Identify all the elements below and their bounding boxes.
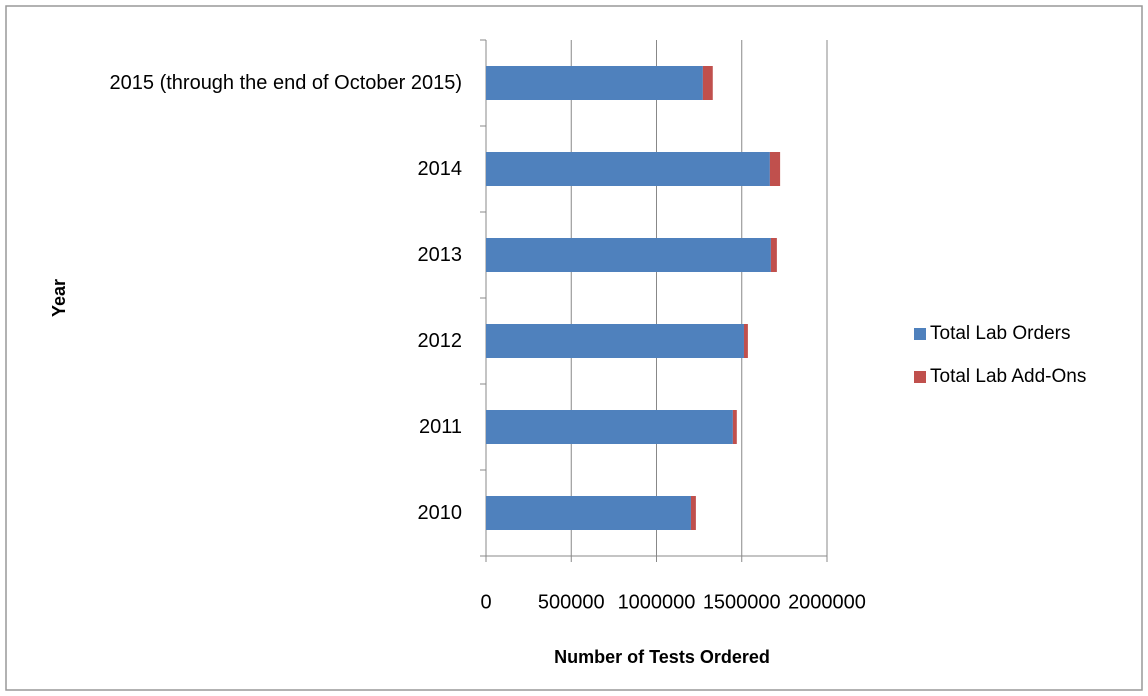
y-tick-label: 2013 (417, 244, 463, 266)
y-tick-label: 2011 (418, 416, 462, 438)
bar (702, 66, 713, 100)
bar (486, 238, 771, 272)
bar (486, 152, 770, 186)
bar (486, 410, 733, 444)
y-tick-label: 2015 (through the end of October 2015) (109, 72, 462, 94)
bar (486, 496, 691, 530)
x-tick-label: 500000 (538, 591, 605, 613)
y-tick-label: 2010 (417, 502, 463, 524)
x-axis-title: Number of Tests Ordered (554, 647, 770, 667)
y-tick-label: 2012 (417, 330, 463, 352)
legend-swatch (914, 371, 926, 383)
y-axis-title: Year (49, 279, 69, 317)
bar (690, 496, 696, 530)
legend-swatch (914, 328, 926, 340)
x-tick-label: 1000000 (618, 591, 696, 613)
legend-label: Total Lab Orders (930, 323, 1070, 344)
legend-label: Total Lab Add-Ons (930, 366, 1086, 387)
x-tick-label: 1500000 (703, 591, 781, 613)
bar (770, 238, 777, 272)
bar (486, 324, 744, 358)
bar (486, 66, 703, 100)
x-tick-label: 2000000 (788, 591, 866, 613)
bar (769, 152, 781, 186)
y-tick-label: 2014 (417, 158, 463, 180)
bar (743, 324, 748, 358)
bar (732, 410, 737, 444)
x-tick-label: 0 (480, 591, 491, 613)
